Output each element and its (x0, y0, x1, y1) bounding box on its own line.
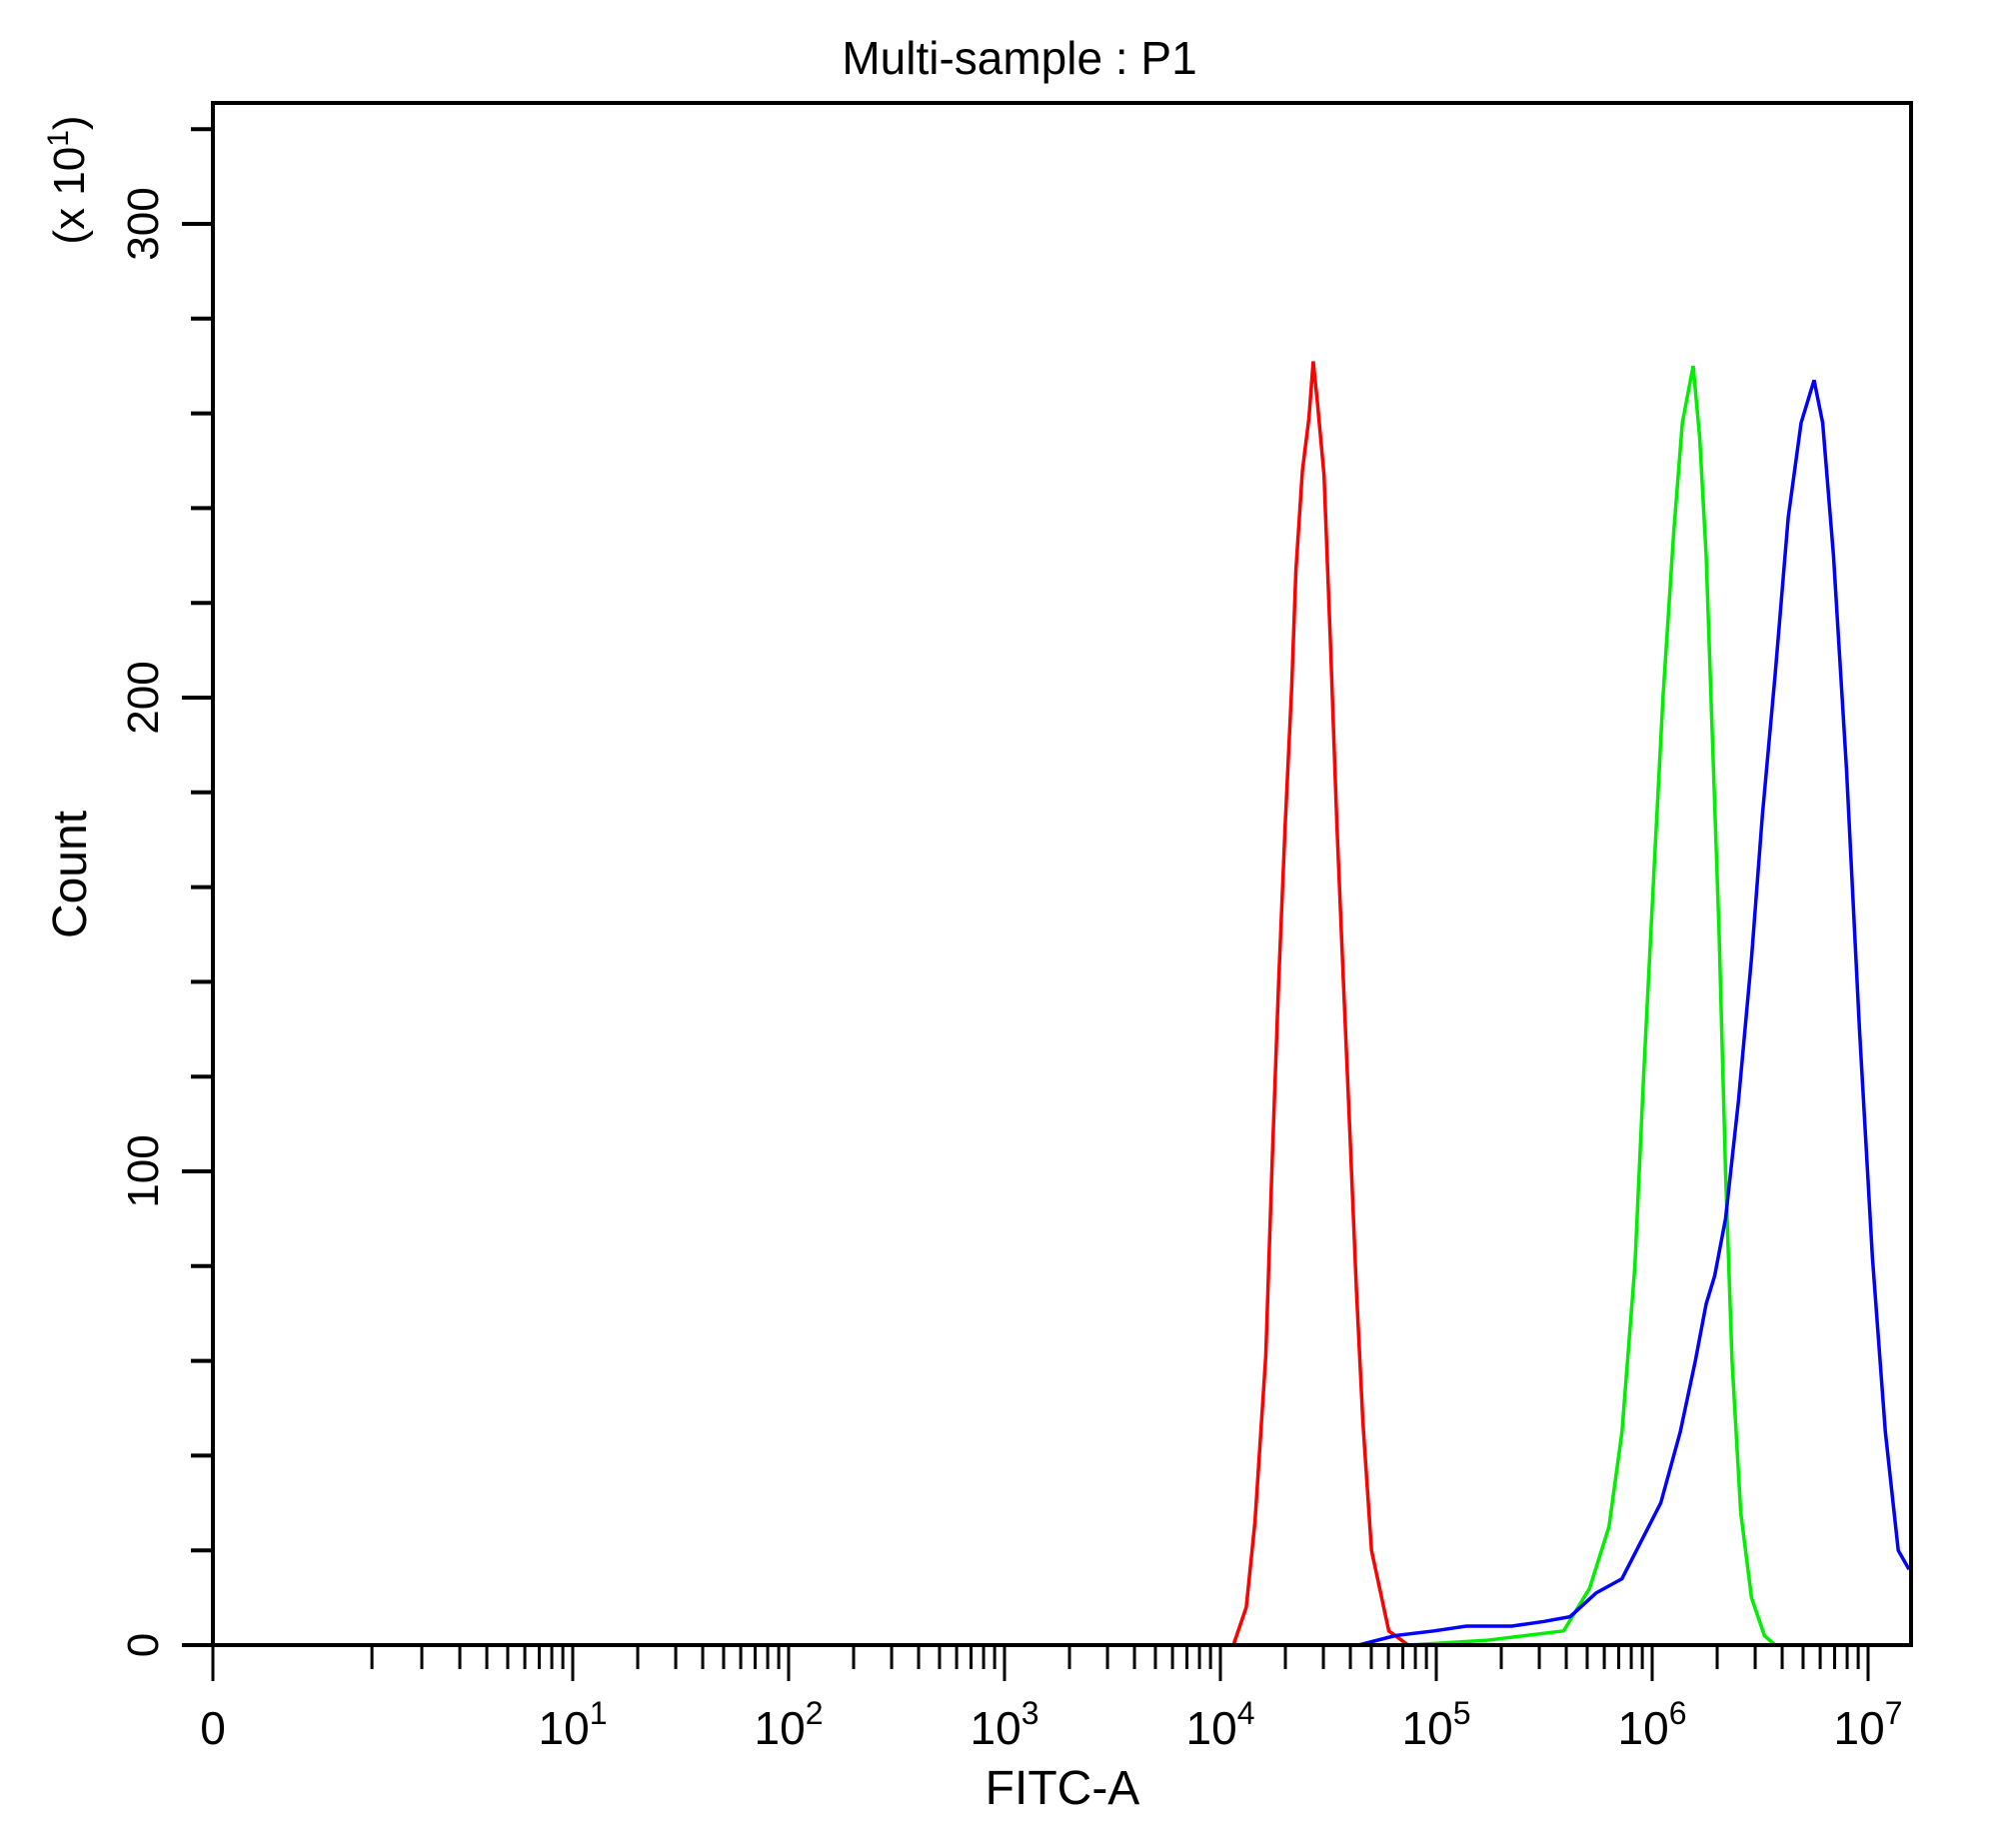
x-tick-base: 0 (200, 1702, 226, 1754)
x-tick-label: 0 (200, 1702, 226, 1754)
chart-title: Multi-sample : P1 (842, 32, 1196, 84)
x-tick-base: 10 (1402, 1702, 1453, 1754)
y-tick-label: 300 (119, 187, 168, 260)
x-tick-label: 102 (755, 1695, 824, 1754)
x-tick-base: 10 (1618, 1702, 1669, 1754)
x-tick-exponent: 7 (1885, 1695, 1903, 1731)
x-tick-exponent: 5 (1453, 1695, 1471, 1731)
x-axis-label: FITC-A (986, 1762, 1140, 1815)
x-tick-base: 10 (971, 1702, 1021, 1754)
series-group (1231, 361, 1911, 1647)
x-tick-base: 10 (1186, 1702, 1237, 1754)
y-axis-label: Count (44, 811, 97, 938)
series-line-red (1231, 361, 1409, 1647)
x-tick-base: 10 (539, 1702, 590, 1754)
x-tick-exponent: 1 (590, 1695, 608, 1731)
x-tick-base: 10 (755, 1702, 806, 1754)
x-tick-exponent: 3 (1021, 1695, 1039, 1731)
y-multiplier-label: (x 101) (42, 115, 94, 244)
x-tick-label: 104 (1186, 1695, 1255, 1754)
y-tick-label: 100 (119, 1134, 168, 1207)
plot-frame (211, 101, 1913, 1647)
series-line-blue (1357, 379, 1911, 1647)
x-tick-label: 106 (1618, 1695, 1687, 1754)
x-tick-label: 103 (971, 1695, 1039, 1754)
y-tick-label: 0 (119, 1633, 168, 1657)
x-tick-exponent: 4 (1237, 1695, 1255, 1731)
x-tick-base: 10 (1834, 1702, 1885, 1754)
x-tick-label: 101 (539, 1695, 608, 1754)
x-tick-label: 105 (1402, 1695, 1471, 1754)
x-tick-label: 107 (1834, 1695, 1903, 1754)
series-line-green (1407, 365, 1777, 1647)
y-tick-label: 200 (119, 661, 168, 734)
x-tick-exponent: 6 (1669, 1695, 1687, 1731)
x-tick-exponent: 2 (806, 1695, 824, 1731)
